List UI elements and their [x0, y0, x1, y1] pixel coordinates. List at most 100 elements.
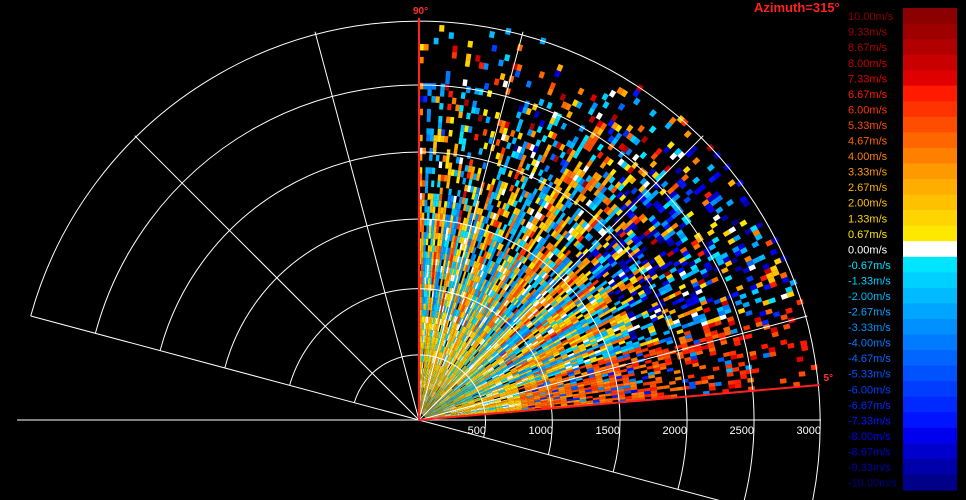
velocity-cell: [552, 140, 559, 148]
velocity-cell: [474, 268, 479, 276]
velocity-cell: [441, 353, 446, 360]
velocity-cell: [680, 342, 688, 348]
velocity-cell: [588, 309, 596, 315]
velocity-cell: [497, 272, 503, 279]
velocity-cell: [438, 415, 445, 417]
velocity-cell: [450, 411, 458, 414]
velocity-cell: [491, 247, 497, 255]
velocity-cell: [534, 211, 541, 219]
velocity-cell: [566, 348, 573, 354]
velocity-cell: [527, 375, 535, 380]
velocity-cell: [469, 323, 474, 330]
velocity-cell: [449, 342, 453, 349]
velocity-cell: [676, 207, 684, 216]
velocity-cell: [664, 121, 673, 130]
velocity-cell: [566, 394, 573, 398]
velocity-cell: [456, 379, 462, 385]
velocity-cell: [445, 340, 449, 348]
velocity-cell: [458, 363, 464, 370]
velocity-cell: [630, 335, 638, 341]
velocity-cell: [615, 350, 623, 355]
velocity-cell: [430, 323, 433, 331]
velocity-cell: [425, 375, 427, 382]
velocity-cell: [449, 335, 454, 342]
velocity-cell: [602, 354, 610, 359]
velocity-cell: [665, 318, 673, 324]
velocity-cell: [450, 350, 455, 357]
velocity-cell: [543, 363, 551, 368]
velocity-cell: [516, 365, 523, 370]
velocity-cell: [444, 354, 448, 361]
velocity-cell: [770, 326, 778, 333]
velocity-cell: [438, 416, 445, 418]
velocity-cell: [613, 206, 621, 214]
velocity-cell: [586, 252, 594, 260]
velocity-cell: [560, 221, 568, 229]
velocity-cell: [628, 299, 636, 305]
velocity-cell: [496, 369, 503, 374]
velocity-cell: [470, 348, 476, 354]
velocity-cell: [544, 217, 551, 225]
velocity-cell: [450, 228, 454, 235]
velocity-cell: [424, 206, 428, 213]
velocity-cell: [714, 381, 722, 387]
velocity-cell: [569, 149, 576, 157]
velocity-cell: [427, 349, 430, 356]
velocity-cell: [637, 253, 645, 260]
velocity-cell: [578, 272, 585, 279]
velocity-cell: [496, 302, 502, 310]
velocity-cell: [575, 176, 583, 184]
velocity-cell: [499, 361, 506, 366]
velocity-cell: [573, 240, 580, 247]
velocity-cell: [460, 277, 465, 285]
velocity-cell: [553, 184, 560, 193]
velocity-cell: [550, 290, 558, 297]
velocity-cell: [560, 281, 567, 289]
velocity-cell: [488, 275, 494, 282]
velocity-cell: [685, 188, 694, 197]
velocity-cell: [510, 213, 516, 221]
velocity-cell: [522, 281, 528, 288]
velocity-cell: [456, 209, 461, 217]
velocity-cell: [437, 388, 442, 394]
velocity-cell: [468, 401, 475, 404]
velocity-cell: [426, 232, 429, 239]
velocity-cell: [438, 246, 442, 253]
velocity-cell: [487, 346, 494, 353]
velocity-cell: [442, 319, 446, 326]
velocity-cell: [571, 330, 579, 337]
velocity-cell: [445, 386, 451, 392]
velocity-cell: [483, 272, 488, 280]
velocity-cell: [473, 342, 479, 349]
velocity-cell: [541, 299, 548, 306]
velocity-cell: [550, 280, 557, 288]
velocity-cell: [429, 297, 432, 304]
velocity-cell: [472, 254, 477, 261]
velocity-cell: [702, 324, 710, 330]
velocity-cell: [420, 374, 422, 382]
velocity-cell: [487, 379, 494, 384]
velocity-cell: [445, 300, 449, 307]
velocity-cell: [441, 325, 444, 333]
velocity-cell: [606, 208, 614, 216]
velocity-cell: [437, 351, 440, 358]
velocity-cell: [461, 334, 466, 341]
velocity-cell: [473, 381, 480, 386]
velocity-cell: [648, 258, 656, 265]
velocity-cell: [451, 322, 455, 329]
velocity-cell: [561, 190, 569, 198]
velocity-cell: [469, 273, 474, 281]
velocity-cell: [421, 381, 423, 388]
velocity-cell: [548, 329, 555, 335]
velocity-cell: [463, 342, 468, 349]
velocity-cell: [425, 349, 428, 356]
velocity-cell: [425, 415, 432, 418]
velocity-cell: [524, 368, 532, 373]
velocity-cell: [489, 348, 496, 354]
velocity-cell: [668, 324, 676, 330]
velocity-cell: [451, 235, 456, 242]
velocity-cell: [537, 261, 544, 268]
velocity-cell: [731, 291, 740, 298]
velocity-cell: [477, 284, 483, 291]
velocity-cell: [586, 225, 593, 233]
